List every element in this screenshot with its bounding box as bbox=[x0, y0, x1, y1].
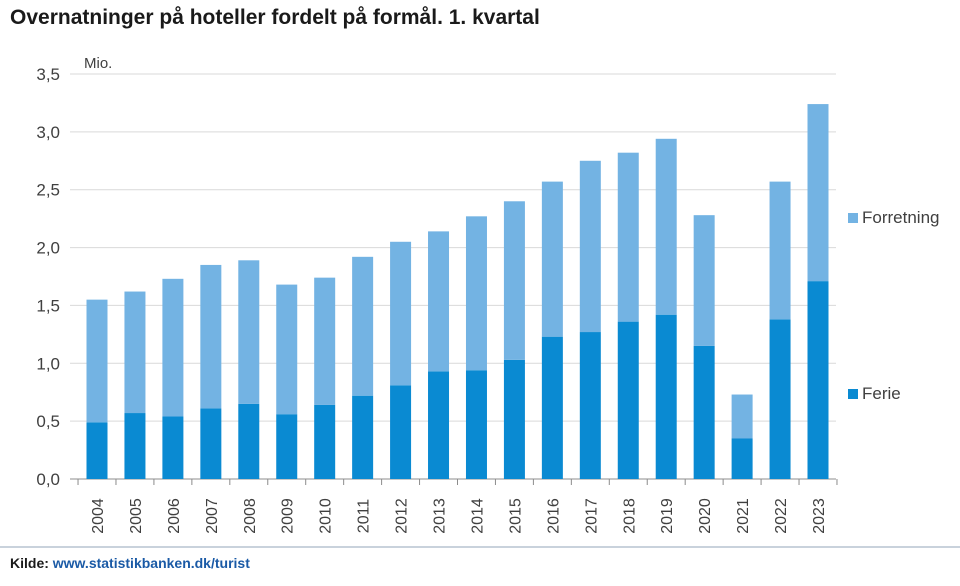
x-tick-label: 2015 bbox=[507, 498, 524, 534]
bar-forretning-2023 bbox=[807, 104, 829, 282]
bar-ferie-2006 bbox=[162, 416, 184, 479]
bar-forretning-2021 bbox=[731, 394, 753, 439]
x-tick-label: 2018 bbox=[621, 498, 638, 534]
x-tick-label: 2013 bbox=[432, 498, 449, 534]
legend-label-forretning: Forretning bbox=[862, 208, 939, 227]
y-tick-label: 2,0 bbox=[36, 239, 60, 258]
gridlines bbox=[70, 73, 836, 480]
bar-ferie-2015 bbox=[503, 359, 525, 479]
bar-forretning-2008 bbox=[238, 260, 260, 404]
bar-forretning-2007 bbox=[200, 264, 222, 409]
x-tick-label: 2011 bbox=[356, 499, 373, 534]
bar-forretning-2011 bbox=[352, 256, 374, 396]
bar-forretning-2012 bbox=[390, 241, 412, 386]
source-line: Kilde: www.statistikbanken.dk/turist bbox=[10, 555, 250, 571]
bar-forretning-2006 bbox=[162, 278, 184, 417]
y-tick-label: 3,0 bbox=[36, 123, 60, 142]
x-tick-label: 2008 bbox=[242, 498, 259, 534]
x-tick-label: 2020 bbox=[697, 498, 714, 534]
bar-forretning-2009 bbox=[276, 284, 298, 415]
bars bbox=[86, 104, 829, 479]
bar-forretning-2013 bbox=[428, 231, 450, 372]
footer-divider bbox=[0, 546, 960, 548]
x-axis-ticks: 2004 2005 2006 2007 2008 2009 2010 2011 2012 2013… bbox=[77, 479, 838, 534]
bar-ferie-2012 bbox=[390, 385, 412, 479]
x-tick-label: 2009 bbox=[280, 498, 297, 534]
bar-ferie-2017 bbox=[579, 332, 601, 479]
bar-forretning-2020 bbox=[693, 215, 715, 346]
bar-forretning-2016 bbox=[541, 181, 563, 337]
y-tick-label: 0,0 bbox=[36, 470, 60, 489]
x-tick-label: 2010 bbox=[318, 498, 335, 534]
bar-ferie-2022 bbox=[769, 319, 791, 479]
y-axis-ticks: 0,0 0,5 1,0 1,5 2,0 2,5 3,0 3,5 bbox=[36, 65, 60, 489]
bar-forretning-2005 bbox=[124, 291, 146, 414]
bar-ferie-2020 bbox=[693, 345, 715, 479]
y-tick-label: 0,5 bbox=[36, 412, 60, 431]
x-tick-label: 2014 bbox=[469, 498, 486, 534]
stacked-bar-chart: 0,00,51,01,52,02,53,03,5 Mio. 2004 2005 20… bbox=[36, 55, 939, 534]
bar-ferie-2010 bbox=[314, 404, 336, 479]
y-axis-unit-label: Mio. bbox=[84, 55, 112, 72]
legend-swatch-ferie bbox=[848, 389, 858, 399]
source-label: Kilde: bbox=[10, 555, 49, 571]
bar-forretning-2014 bbox=[465, 216, 487, 371]
bar-ferie-2008 bbox=[238, 403, 260, 479]
y-tick-label: 1,0 bbox=[36, 354, 60, 373]
x-tick-label: 2004 bbox=[90, 498, 107, 534]
y-tick-label: 2,5 bbox=[36, 181, 60, 200]
bar-ferie-2018 bbox=[617, 321, 639, 479]
bar-ferie-2023 bbox=[807, 281, 829, 479]
legend-label-ferie: Ferie bbox=[862, 384, 901, 403]
x-tick-label: 2016 bbox=[545, 498, 562, 534]
y-tick-label: 1,5 bbox=[36, 296, 60, 315]
bar-ferie-2005 bbox=[124, 413, 146, 479]
bar-forretning-2004 bbox=[86, 299, 108, 423]
bar-ferie-2011 bbox=[352, 395, 374, 479]
legend: Forretning Ferie bbox=[848, 208, 939, 403]
x-tick-label: 2017 bbox=[583, 498, 600, 534]
bar-ferie-2004 bbox=[86, 422, 108, 479]
bar-forretning-2015 bbox=[503, 201, 525, 360]
x-tick-label: 2023 bbox=[811, 498, 828, 534]
x-tick-label: 2019 bbox=[659, 498, 676, 534]
source-link[interactable]: www.statistikbanken.dk/turist bbox=[52, 555, 250, 571]
chart-title: Overnatninger på hoteller fordelt på for… bbox=[10, 6, 540, 29]
bar-forretning-2010 bbox=[314, 277, 336, 405]
x-tick-label: 2007 bbox=[204, 498, 221, 534]
bar-forretning-2017 bbox=[579, 160, 601, 333]
bar-forretning-2019 bbox=[655, 138, 677, 315]
bar-ferie-2013 bbox=[428, 371, 450, 479]
x-tick-label: 2005 bbox=[128, 498, 145, 534]
x-tick-label: 2022 bbox=[773, 498, 790, 534]
bar-ferie-2019 bbox=[655, 314, 677, 479]
x-tick-label: 2006 bbox=[166, 498, 183, 534]
y-tick-label: 3,5 bbox=[36, 65, 60, 84]
x-tick-label: 2012 bbox=[394, 498, 411, 534]
legend-swatch-forretning bbox=[848, 213, 858, 223]
bar-ferie-2009 bbox=[276, 414, 298, 479]
bar-ferie-2021 bbox=[731, 438, 753, 479]
bar-forretning-2022 bbox=[769, 181, 791, 320]
bar-ferie-2007 bbox=[200, 408, 222, 479]
x-tick-label: 2021 bbox=[735, 498, 752, 534]
bar-ferie-2014 bbox=[465, 370, 487, 479]
bar-forretning-2018 bbox=[617, 152, 639, 322]
bar-ferie-2016 bbox=[541, 336, 563, 479]
